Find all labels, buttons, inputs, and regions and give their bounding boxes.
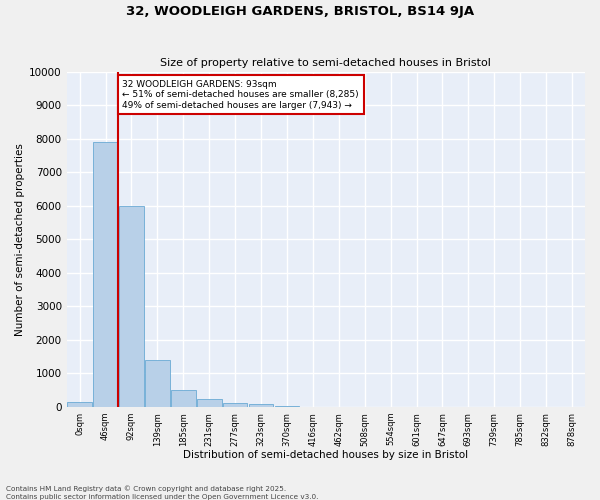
Bar: [249, 404, 274, 407]
Bar: [93, 142, 118, 407]
Text: Contains HM Land Registry data © Crown copyright and database right 2025.
Contai: Contains HM Land Registry data © Crown c…: [6, 486, 319, 500]
Title: Size of property relative to semi-detached houses in Bristol: Size of property relative to semi-detach…: [160, 58, 491, 68]
X-axis label: Distribution of semi-detached houses by size in Bristol: Distribution of semi-detached houses by …: [183, 450, 469, 460]
Bar: [67, 402, 92, 407]
Y-axis label: Number of semi-detached properties: Number of semi-detached properties: [15, 143, 25, 336]
Bar: [197, 400, 221, 407]
Text: 32 WOODLEIGH GARDENS: 93sqm
← 51% of semi-detached houses are smaller (8,285)
49: 32 WOODLEIGH GARDENS: 93sqm ← 51% of sem…: [122, 80, 359, 110]
Text: 32, WOODLEIGH GARDENS, BRISTOL, BS14 9JA: 32, WOODLEIGH GARDENS, BRISTOL, BS14 9JA: [126, 5, 474, 18]
Bar: [119, 206, 144, 407]
Bar: [171, 390, 196, 407]
Bar: [223, 403, 247, 407]
Bar: [145, 360, 170, 407]
Bar: [275, 406, 299, 407]
